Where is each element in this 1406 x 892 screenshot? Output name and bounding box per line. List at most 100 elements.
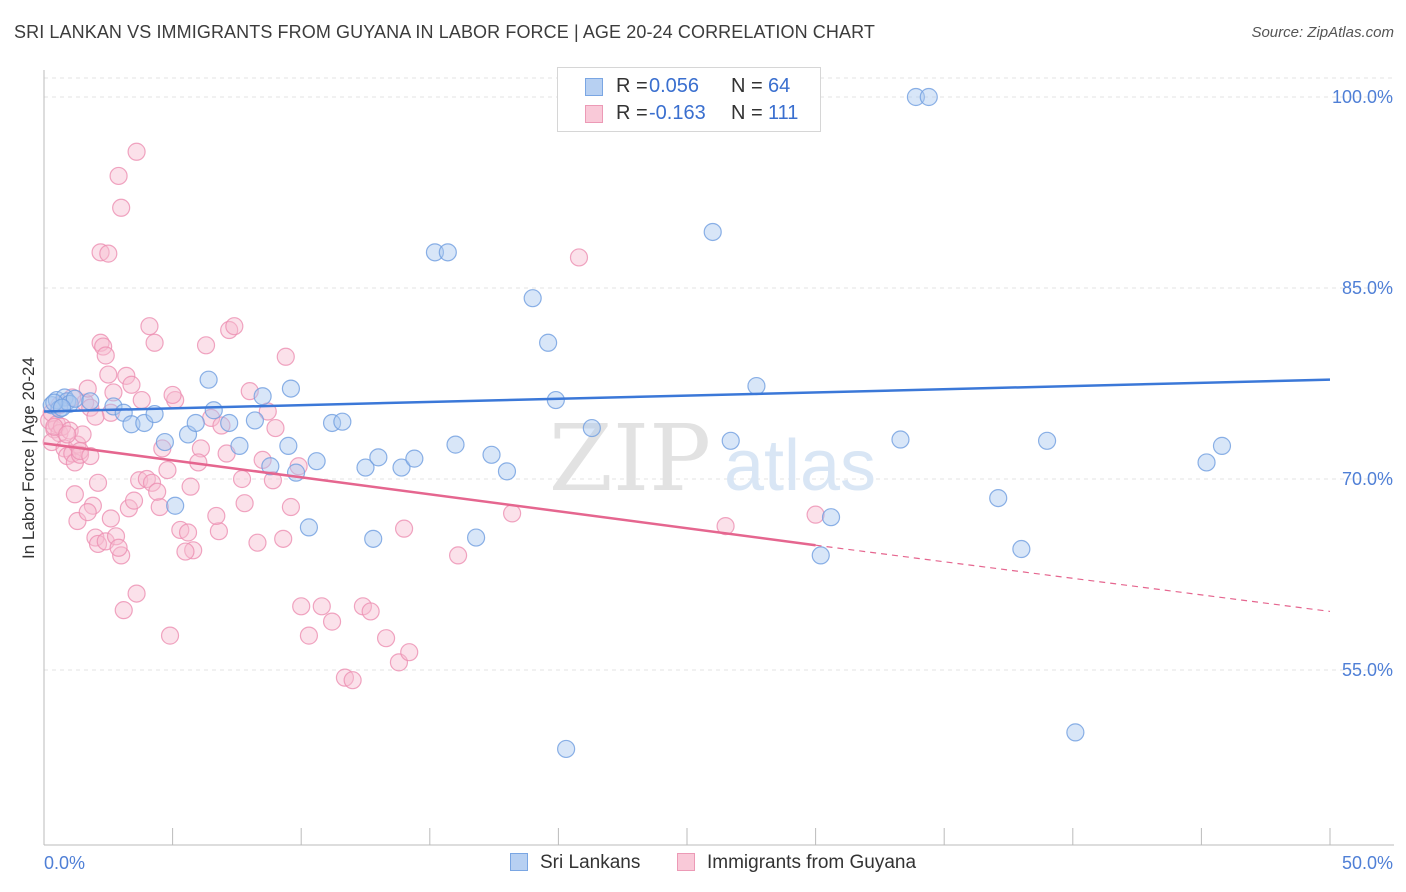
legend-n-value: 111 <box>768 102 799 124</box>
point-pink-44 <box>150 497 169 517</box>
point-blue-45 <box>539 333 558 352</box>
point-pink-17 <box>81 398 100 417</box>
point-pink-101 <box>127 584 146 603</box>
point-pink-56 <box>191 439 210 458</box>
point-pink-80 <box>148 482 167 501</box>
legend-item-sri-lankans[interactable]: Sri Lankans <box>510 852 640 874</box>
point-blue-59 <box>906 87 926 107</box>
point-pink-103 <box>394 519 414 538</box>
legend-label-guyana: Immigrants from Guyana <box>707 852 917 873</box>
point-pink-96 <box>81 446 100 466</box>
point-blue-9 <box>81 392 100 411</box>
point-pink-20 <box>88 473 108 492</box>
point-blue-19 <box>204 401 223 420</box>
point-pink-82 <box>176 542 195 561</box>
point-pink-106 <box>569 248 589 267</box>
watermark-atlas: atlas <box>724 426 876 506</box>
point-blue-34 <box>369 448 388 467</box>
point-blue-39 <box>438 243 457 262</box>
point-pink-66 <box>263 471 283 490</box>
y-axis-label: In Labor Force | Age 20-24 <box>19 357 38 559</box>
point-pink-67 <box>274 529 293 548</box>
x-tick-label-1: 50.0% <box>1342 853 1393 873</box>
point-blue-65 <box>1197 453 1216 472</box>
point-pink-54 <box>178 523 198 542</box>
legend-row-sri-lankans: R = 0.056 N = 64 <box>558 73 820 99</box>
y-tick-label-3: 100.0% <box>1332 87 1393 107</box>
point-blue-23 <box>245 411 265 430</box>
point-blue-36 <box>392 458 411 477</box>
point-blue-55 <box>747 376 766 396</box>
point-blue-29 <box>299 518 319 537</box>
point-pink-37 <box>106 527 126 546</box>
point-blue-37 <box>405 449 424 468</box>
legend-r-value: 0.056 <box>649 75 700 97</box>
legend-label-sri-lankans: Sri Lankans <box>540 852 641 873</box>
point-pink-49 <box>145 333 164 352</box>
point-blue-56 <box>811 546 830 565</box>
axes <box>43 70 1394 846</box>
trend-line-guyana-projection <box>815 544 1331 613</box>
point-blue-58 <box>891 430 910 449</box>
point-blue-22 <box>230 436 249 455</box>
point-pink-23 <box>96 346 115 365</box>
point-blue-60 <box>919 87 938 107</box>
point-pink-31 <box>127 142 146 161</box>
point-blue-53 <box>703 222 722 242</box>
point-blue-66 <box>1212 436 1232 455</box>
point-pink-30 <box>112 198 131 217</box>
point-pink-104 <box>448 546 468 565</box>
point-pink-86 <box>235 494 254 513</box>
point-blue-35 <box>364 529 383 548</box>
point-pink-64 <box>248 533 267 552</box>
point-blue-63 <box>1037 431 1057 450</box>
trend-line-guyana <box>43 442 816 547</box>
point-blue-54 <box>721 431 740 450</box>
series-legend: Sri Lankans Immigrants from Guyana <box>0 852 1406 878</box>
point-pink-72 <box>322 612 342 631</box>
point-pink-14 <box>73 425 92 444</box>
point-blue-40 <box>446 435 465 454</box>
point-pink-79 <box>400 643 419 662</box>
point-blue-42 <box>482 445 501 464</box>
point-blue-33 <box>356 458 375 477</box>
point-pink-27 <box>91 243 110 262</box>
point-pink-98 <box>101 509 120 528</box>
point-blue-61 <box>989 489 1008 508</box>
point-pink-84 <box>209 522 228 541</box>
point-pink-57 <box>196 336 216 355</box>
point-blue-24 <box>253 387 272 406</box>
legend-r-label: R = <box>616 102 648 124</box>
y-tick-label-2: 85.0% <box>1342 278 1393 298</box>
point-blue-20 <box>199 370 218 389</box>
point-blue-62 <box>1012 539 1031 559</box>
point-blue-44 <box>523 289 542 308</box>
point-blue-15 <box>155 432 174 452</box>
point-blue-57 <box>821 508 841 527</box>
point-blue-32 <box>333 412 352 431</box>
point-pink-26 <box>104 383 123 402</box>
point-blue-47 <box>557 739 576 759</box>
point-pink-71 <box>312 597 331 616</box>
point-pink-32 <box>65 485 84 504</box>
point-pink-70 <box>299 626 319 645</box>
watermark-zip: ZIP <box>549 405 711 512</box>
point-blue-30 <box>307 452 326 471</box>
legend-row-guyana: R = -0.163 N = 111 <box>558 100 820 126</box>
point-blue-48 <box>582 418 601 438</box>
legend-r-value: -0.163 <box>649 102 706 124</box>
point-pink-51 <box>158 460 177 480</box>
legend-item-guyana[interactable]: Immigrants from Guyana <box>677 852 916 874</box>
point-blue-12 <box>122 415 141 434</box>
point-blue-41 <box>466 528 486 547</box>
point-blue-6 <box>65 389 84 408</box>
point-blue-16 <box>166 496 185 515</box>
watermark: ZIP atlas <box>549 405 876 512</box>
point-blue-64 <box>1066 723 1085 742</box>
point-pink-29 <box>109 166 128 186</box>
stats-legend: R = 0.056 N = 64 R = -0.163 N = 111 <box>557 67 821 132</box>
legend-n-label: N = <box>731 102 763 124</box>
point-pink-100 <box>114 601 133 620</box>
point-blue-8 <box>52 398 72 417</box>
point-pink-47 <box>132 390 151 410</box>
